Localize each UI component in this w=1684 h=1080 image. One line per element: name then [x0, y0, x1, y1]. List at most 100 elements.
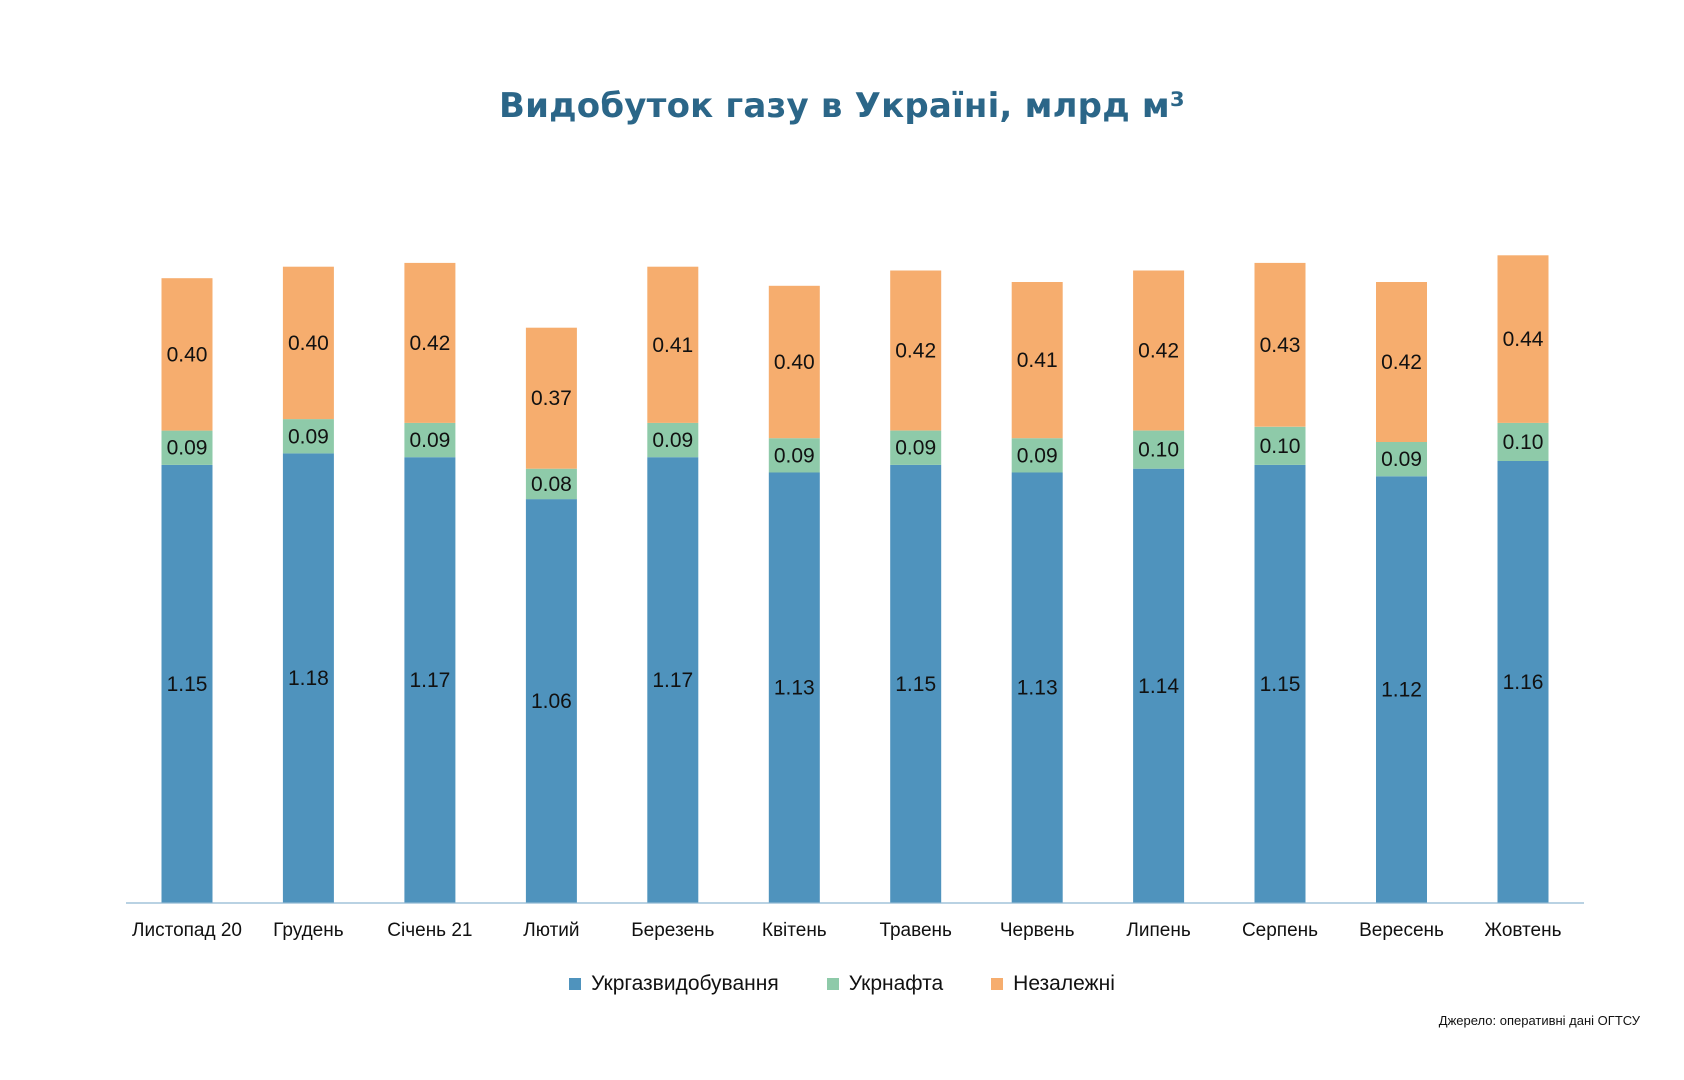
bar-ukrnafta-4: [525, 468, 577, 500]
source-note: Джерело: оперативні дані ОГТСУ: [1438, 1013, 1640, 1028]
bars-layer: [161, 255, 1549, 903]
bar-nezalezhni-3: [404, 262, 456, 423]
bar-ukrgasvydobuvannia-1: [161, 464, 213, 903]
bar-ukrgasvydobuvannia-10: [1254, 464, 1306, 903]
bar-nezalezhni-11: [1376, 282, 1427, 442]
legend-item-ukrgasvydobuvannia: Укргазвидобування: [569, 972, 779, 996]
bar-ukrnafta-11: [1376, 442, 1427, 477]
bar-ukrnafta-5: [647, 422, 699, 458]
data-label-nezalezhni-11: 0.42: [1381, 351, 1422, 374]
bar-ukrgasvydobuvannia-5: [647, 457, 699, 903]
bar-ukrgasvydobuvannia-4: [525, 499, 577, 903]
data-label-ukrnafta-8: 0.09: [1017, 444, 1058, 467]
bar-ukrnafta-9: [1133, 430, 1185, 469]
data-label-ukrnafta-7: 0.09: [895, 437, 936, 460]
data-label-nezalezhni-10: 0.43: [1260, 334, 1301, 357]
bar-nezalezhni-7: [890, 270, 942, 431]
x-tick-label-1: Листопад 20: [132, 920, 242, 941]
legend-item-nezalezhni: Незалежні: [991, 972, 1115, 996]
legend: Укргазвидобування Укрнафта Незалежні: [0, 972, 1684, 996]
x-tick-label-7: Травень: [879, 920, 952, 941]
data-label-ukrgasvydobuvannia-3: 1.17: [409, 669, 450, 692]
data-label-nezalezhni-7: 0.42: [895, 340, 936, 363]
x-tick-label-2: Грудень: [273, 920, 344, 941]
legend-item-ukrnafta: Укрнафта: [826, 972, 944, 996]
data-label-ukrgasvydobuvannia-12: 1.16: [1503, 671, 1544, 694]
bar-ukrnafta-1: [161, 430, 213, 465]
bar-nezalezhni-2: [282, 266, 334, 420]
bar-ukrgasvydobuvannia-8: [1011, 472, 1063, 903]
bar-ukrnafta-7: [890, 430, 942, 465]
data-label-ukrnafta-11: 0.09: [1381, 448, 1422, 471]
bar-nezalezhni-8: [1011, 282, 1063, 439]
data-label-ukrgasvydobuvannia-10: 1.15: [1260, 673, 1301, 696]
data-label-ukrnafta-10: 0.10: [1260, 435, 1301, 458]
x-tick-labels-layer: Листопад 20 Грудень Січень 21 Лютий Березень…: [132, 920, 1562, 941]
bar-ukrgasvydobuvannia-2: [282, 453, 334, 903]
data-label-ukrgasvydobuvannia-1: 1.15: [167, 673, 208, 696]
bar-nezalezhni-5: [647, 266, 699, 423]
bar-ukrgasvydobuvannia-6: [768, 472, 820, 903]
bar-nezalezhni-6: [768, 285, 820, 439]
x-tick-label-12: Жовтень: [1484, 920, 1561, 941]
x-tick-label-9: Липень: [1126, 920, 1190, 941]
bar-ukrnafta-2: [282, 419, 334, 454]
bar-nezalezhni-4: [525, 327, 577, 469]
x-tick-label-8: Червень: [1000, 920, 1075, 941]
data-label-nezalezhni-9: 0.42: [1138, 340, 1179, 363]
data-label-ukrgasvydobuvannia-8: 1.13: [1017, 677, 1058, 700]
data-label-ukrgasvydobuvannia-5: 1.17: [652, 669, 693, 692]
data-label-ukrgasvydobuvannia-7: 1.15: [895, 673, 936, 696]
data-label-ukrgasvydobuvannia-11: 1.12: [1381, 679, 1422, 702]
legend-label-ukrnafta: Укрнафта: [848, 972, 944, 995]
bar-ukrnafta-12: [1497, 422, 1549, 461]
data-label-ukrnafta-12: 0.10: [1503, 431, 1544, 454]
data-label-ukrnafta-6: 0.09: [774, 444, 815, 467]
data-label-nezalezhni-1: 0.40: [167, 343, 208, 366]
data-label-nezalezhni-2: 0.40: [288, 332, 329, 355]
x-tick-label-10: Серпень: [1242, 920, 1318, 941]
legend-swatch-nezalezhni: [991, 978, 1004, 990]
bar-nezalezhni-12: [1497, 255, 1549, 423]
chart-title: Видобуток газу в Україні, млрд м³: [499, 86, 1185, 126]
x-tick-label-4: Лютий: [523, 920, 579, 941]
bar-nezalezhni-10: [1254, 262, 1306, 427]
data-label-nezalezhni-3: 0.42: [409, 332, 450, 355]
data-label-ukrnafta-4: 0.08: [531, 473, 572, 496]
data-label-nezalezhni-5: 0.41: [652, 334, 693, 357]
x-tick-label-11: Вересень: [1359, 920, 1444, 941]
bar-ukrnafta-10: [1254, 426, 1306, 465]
bar-ukrgasvydobuvannia-9: [1133, 468, 1185, 903]
bar-ukrnafta-8: [1011, 438, 1063, 473]
bar-ukrgasvydobuvannia-7: [890, 464, 942, 903]
bar-ukrgasvydobuvannia-11: [1376, 476, 1427, 903]
data-label-ukrnafta-3: 0.09: [409, 429, 450, 452]
data-label-ukrgasvydobuvannia-4: 1.06: [531, 690, 572, 713]
bar-ukrnafta-6: [768, 438, 820, 473]
data-label-nezalezhni-8: 0.41: [1017, 349, 1058, 372]
data-label-ukrnafta-1: 0.09: [167, 437, 208, 460]
bar-nezalezhni-1: [161, 278, 213, 431]
data-label-ukrnafta-2: 0.09: [288, 425, 329, 448]
data-label-nezalezhni-6: 0.40: [774, 351, 815, 374]
x-tick-label-6: Квітень: [762, 920, 827, 941]
data-label-ukrnafta-9: 0.10: [1138, 439, 1179, 462]
legend-swatch-ukrgasvydobuvannia: [569, 978, 582, 990]
bar-ukrgasvydobuvannia-12: [1497, 461, 1549, 903]
x-tick-label-5: Березень: [631, 920, 714, 941]
data-label-ukrnafta-5: 0.09: [652, 429, 693, 452]
data-label-ukrgasvydobuvannia-9: 1.14: [1138, 675, 1179, 698]
bar-ukrgasvydobuvannia-3: [404, 457, 456, 903]
bar-nezalezhni-9: [1133, 270, 1185, 431]
value-labels-layer: 1.15 0.09 0.40 1.18 0.09 0.40 1.17 0.09 0.42 1.06…: [167, 328, 1544, 713]
data-label-ukrgasvydobuvannia-2: 1.18: [288, 667, 329, 690]
x-tick-label-3: Січень 21: [387, 920, 472, 941]
bar-ukrnafta-3: [404, 422, 456, 458]
legend-swatch-ukrnafta: [826, 978, 839, 990]
legend-label-nezalezhni: Незалежні: [1013, 972, 1115, 995]
data-label-ukrgasvydobuvannia-6: 1.13: [774, 677, 815, 700]
data-label-nezalezhni-12: 0.44: [1503, 328, 1544, 351]
legend-label-ukrgasvydobuvannia: Укргазвидобування: [591, 972, 779, 995]
data-label-nezalezhni-4: 0.37: [531, 387, 572, 410]
